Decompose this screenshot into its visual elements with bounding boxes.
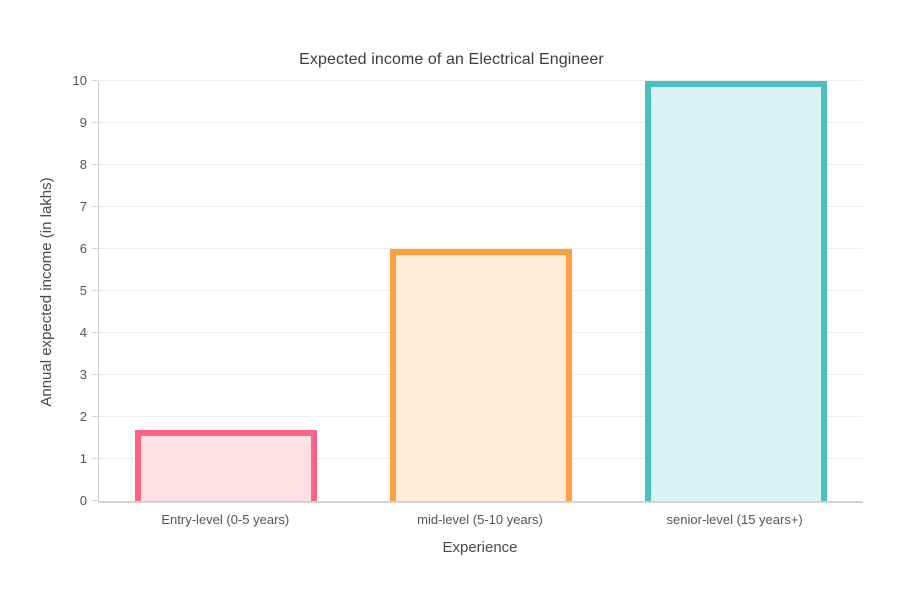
chart-title: Expected income of an Electrical Enginee… bbox=[299, 51, 604, 68]
y-axis-tick bbox=[92, 248, 98, 249]
x-tick-label-2: senior-level (15 years+) bbox=[666, 512, 803, 527]
gridline-y-8 bbox=[99, 164, 863, 165]
gridline-y-10 bbox=[99, 80, 863, 81]
x-tick-label-1: mid-level (5-10 years) bbox=[417, 512, 543, 527]
gridline-y-7 bbox=[99, 206, 863, 207]
y-tick-label-1: 1 bbox=[79, 451, 87, 466]
y-axis-tick bbox=[92, 206, 98, 207]
y-tick-label-2: 2 bbox=[79, 409, 87, 424]
bar-teal bbox=[644, 81, 827, 501]
y-axis-tick bbox=[92, 416, 98, 417]
gridline-y-6 bbox=[99, 248, 863, 249]
gridline-y-9 bbox=[99, 122, 863, 123]
y-tick-label-5: 5 bbox=[79, 283, 87, 298]
y-axis-tick bbox=[92, 164, 98, 165]
y-tick-label-0: 0 bbox=[79, 493, 87, 508]
plot-area bbox=[92, 80, 863, 503]
y-tick-label-8: 8 bbox=[79, 157, 87, 172]
bar-pink bbox=[135, 429, 318, 501]
y-axis-tick bbox=[92, 122, 98, 123]
y-tick-label-10: 10 bbox=[72, 73, 87, 88]
y-axis-tick bbox=[92, 80, 98, 81]
y-axis-title: Annual expected income (in lakhs) bbox=[38, 177, 55, 407]
y-tick-label-4: 4 bbox=[79, 325, 87, 340]
x-tick-label-0: Entry-level (0-5 years) bbox=[161, 512, 290, 527]
y-axis-tick bbox=[92, 500, 98, 501]
y-axis-tick bbox=[92, 290, 98, 291]
y-tick-label-6: 6 bbox=[79, 241, 87, 256]
y-axis-tick bbox=[92, 458, 98, 459]
y-tick-label-9: 9 bbox=[79, 115, 87, 130]
y-axis-tick bbox=[92, 374, 98, 375]
y-axis-tick bbox=[92, 332, 98, 333]
bar-orange bbox=[390, 249, 572, 501]
y-tick-label-7: 7 bbox=[79, 199, 87, 214]
x-axis-title: Experience bbox=[442, 539, 518, 556]
y-tick-label-3: 3 bbox=[79, 367, 87, 382]
